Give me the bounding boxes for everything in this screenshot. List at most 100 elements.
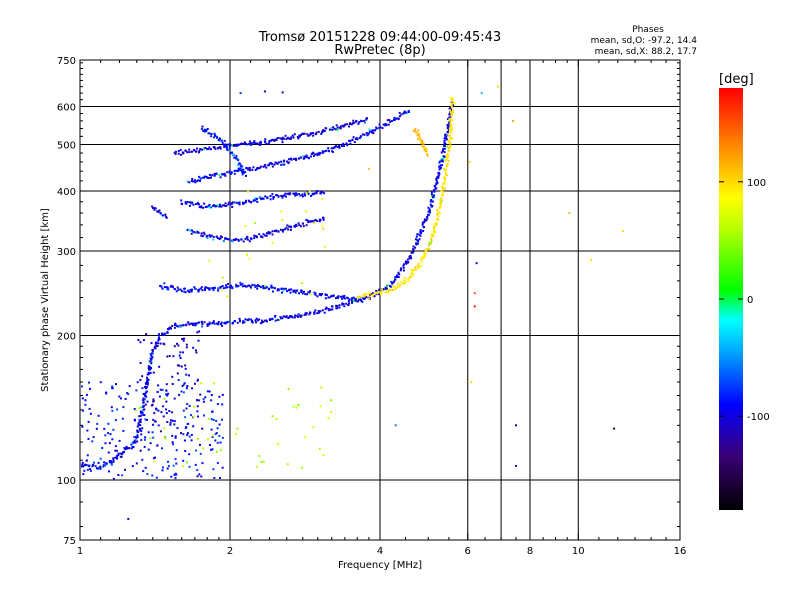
echo-point [439, 160, 442, 163]
echo-point [218, 140, 221, 142]
echo-point [280, 163, 283, 166]
echo-point [402, 269, 405, 272]
echo-point [330, 127, 333, 130]
echo-point [245, 143, 247, 145]
echo-point [423, 218, 426, 221]
echo-point [200, 205, 203, 208]
echo-point [345, 302, 348, 305]
echo-point [324, 294, 327, 296]
echo-point [165, 288, 168, 291]
echo-point [219, 441, 222, 444]
echo-point [139, 379, 142, 381]
echo-point [261, 197, 264, 200]
echo-point [335, 124, 338, 127]
echo-point [389, 285, 392, 288]
echo-point [234, 144, 236, 147]
echo-point [413, 129, 416, 132]
echo-point [89, 469, 92, 472]
echo-point [281, 196, 284, 199]
echo-point [204, 147, 207, 149]
echo-point [408, 257, 411, 260]
echo-point [447, 123, 450, 126]
echo-point [123, 446, 126, 449]
echo-point [184, 367, 187, 370]
echo-point [85, 393, 88, 396]
echo-point [274, 314, 277, 317]
echo-point [170, 411, 173, 414]
echo-point [274, 287, 276, 290]
echo-point [429, 211, 431, 214]
echo-point [354, 299, 357, 302]
echo-point [448, 147, 450, 150]
echo-point [435, 222, 438, 225]
echo-point [171, 375, 174, 378]
echo-point [196, 475, 199, 478]
echo-point [237, 170, 239, 172]
echo-point [84, 463, 87, 466]
echo-point [134, 409, 137, 412]
echo-point [206, 148, 209, 151]
echo-point [328, 296, 331, 299]
echo-point [428, 208, 431, 211]
echo-point [355, 137, 358, 140]
echo-point [336, 146, 339, 149]
echo-point [212, 287, 215, 289]
echo-point [352, 119, 355, 122]
echo-point [317, 130, 320, 133]
echo-point [171, 434, 174, 437]
echo-point [195, 150, 197, 153]
echo-point [443, 151, 446, 154]
echo-point [441, 158, 444, 161]
echo-point [225, 204, 228, 207]
echo-point [276, 162, 279, 165]
echo-point [149, 371, 152, 374]
echo-point [351, 297, 354, 300]
echo-point [252, 166, 255, 169]
echo-point [325, 149, 327, 152]
echo-point [309, 220, 312, 223]
echo-point [238, 201, 241, 204]
echo-point [224, 322, 227, 325]
echo-point [200, 286, 203, 289]
echo-point [86, 468, 89, 471]
echo-point [243, 141, 246, 144]
echo-point [332, 150, 334, 153]
echo-point [163, 427, 166, 430]
echo-point [302, 225, 305, 228]
echo-point [432, 233, 435, 236]
echo-point [173, 420, 176, 423]
echo-point [160, 411, 163, 414]
echo-point [289, 228, 292, 231]
echo-point [196, 399, 199, 402]
echo-point [239, 283, 242, 286]
echo-point [241, 142, 244, 145]
echo-point [306, 293, 309, 296]
echo-point [175, 462, 178, 465]
echo-point [309, 155, 312, 158]
echo-point [188, 374, 190, 377]
echo-point [150, 362, 153, 365]
echo-point [136, 425, 139, 428]
echo-point [149, 357, 152, 360]
echo-point [231, 240, 234, 243]
echo-point [270, 286, 273, 289]
echo-point [622, 230, 625, 233]
echo-point [208, 206, 211, 209]
echo-point [189, 201, 191, 204]
echo-point [228, 170, 231, 173]
echo-point [185, 461, 188, 464]
echo-point [180, 290, 183, 293]
echo-point [450, 108, 453, 111]
echo-point [480, 92, 483, 95]
echo-point [181, 203, 183, 205]
echo-point [221, 403, 224, 406]
echo-point [286, 160, 288, 163]
echo-point [435, 224, 438, 226]
echo-point [321, 191, 324, 194]
echo-point [437, 172, 440, 175]
echo-point [338, 144, 341, 147]
echo-point [164, 215, 167, 218]
echo-point [190, 232, 193, 235]
echo-point [303, 290, 305, 293]
